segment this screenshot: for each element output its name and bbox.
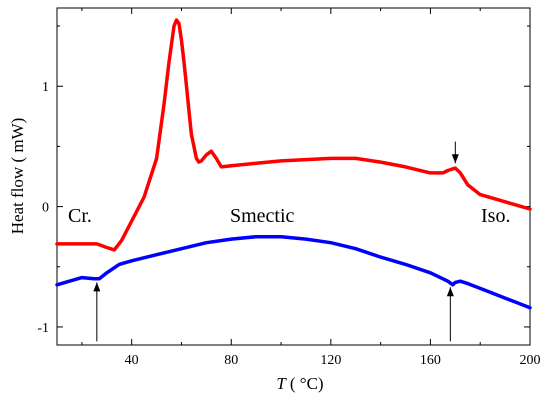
x-axis-label: T( °C) bbox=[276, 374, 323, 393]
x-tick-label: 160 bbox=[420, 353, 441, 368]
arrow-head bbox=[93, 282, 101, 292]
series-group bbox=[55, 18, 532, 310]
x-tick-label: 40 bbox=[125, 353, 139, 368]
y-tick-label: 0 bbox=[42, 201, 49, 216]
y-tick-label: 1 bbox=[42, 80, 49, 95]
annotation-smectic: Smectic bbox=[230, 205, 295, 227]
x-tick-label: 200 bbox=[520, 353, 541, 368]
arrow-head bbox=[446, 287, 454, 297]
annotation-iso: Iso. bbox=[481, 205, 510, 227]
axis-ticks: 40 80 120 160 200 -1 0 1 bbox=[37, 8, 541, 368]
arrow-head bbox=[451, 154, 459, 164]
series-line-blue bbox=[55, 234, 532, 310]
x-tick-label: 80 bbox=[224, 353, 238, 368]
plot-frame bbox=[56, 7, 531, 346]
arrow-annotations bbox=[93, 141, 459, 342]
y-tick-label: -1 bbox=[37, 321, 49, 336]
y-axis-label: Heat flow ( mW) bbox=[8, 118, 27, 235]
x-tick-label: 120 bbox=[320, 353, 341, 368]
annotation-cr: Cr. bbox=[68, 205, 92, 227]
x-axis-label-unit: ( °C) bbox=[290, 374, 324, 393]
series-line-red bbox=[55, 18, 532, 252]
x-axis-label-symbol: T bbox=[276, 374, 287, 393]
